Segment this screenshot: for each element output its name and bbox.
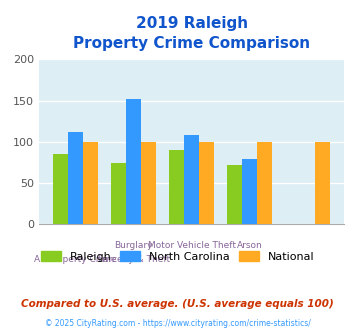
Bar bbox=[68, 132, 83, 224]
Bar bbox=[126, 99, 141, 224]
Bar bbox=[257, 142, 272, 224]
Bar bbox=[315, 142, 331, 224]
Bar bbox=[141, 142, 156, 224]
Bar bbox=[53, 154, 68, 224]
Bar bbox=[169, 150, 184, 224]
Text: Larceny & Theft: Larceny & Theft bbox=[98, 255, 170, 264]
Bar bbox=[242, 159, 257, 224]
Text: All Property Crime: All Property Crime bbox=[34, 255, 117, 264]
Bar bbox=[111, 163, 126, 224]
Text: Arson: Arson bbox=[237, 241, 263, 250]
Bar bbox=[199, 142, 214, 224]
Text: Burglary: Burglary bbox=[114, 241, 153, 250]
Legend: Raleigh, North Carolina, National: Raleigh, North Carolina, National bbox=[36, 247, 319, 267]
Text: © 2025 CityRating.com - https://www.cityrating.com/crime-statistics/: © 2025 CityRating.com - https://www.city… bbox=[45, 319, 310, 328]
Bar bbox=[184, 135, 199, 224]
Bar bbox=[227, 165, 242, 224]
Text: Motor Vehicle Theft: Motor Vehicle Theft bbox=[148, 241, 236, 250]
Bar bbox=[83, 142, 98, 224]
Title: 2019 Raleigh
Property Crime Comparison: 2019 Raleigh Property Crime Comparison bbox=[73, 16, 310, 51]
Text: Compared to U.S. average. (U.S. average equals 100): Compared to U.S. average. (U.S. average … bbox=[21, 299, 334, 309]
